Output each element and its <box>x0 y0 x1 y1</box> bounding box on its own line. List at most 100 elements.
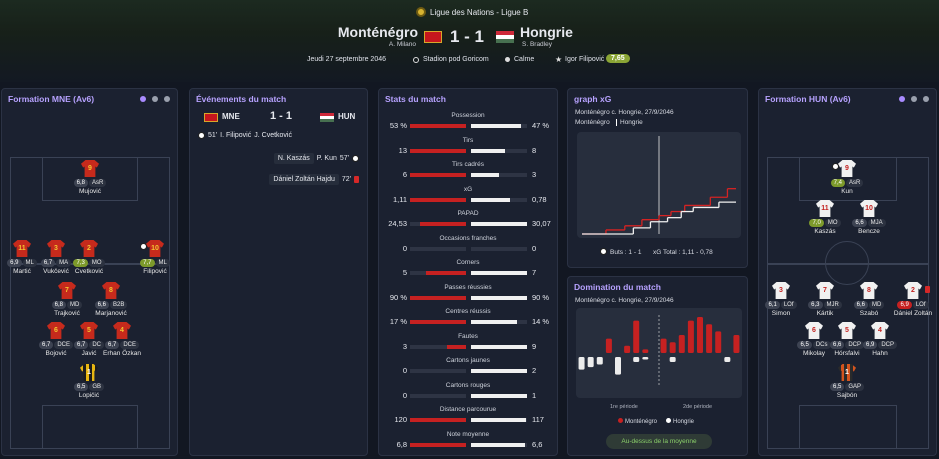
stat-track <box>471 197 527 202</box>
player-name: Bojović <box>45 350 67 357</box>
shirt: 7 <box>58 282 76 299</box>
rating: 6,6 <box>852 219 867 227</box>
stat-bar-away <box>471 344 527 349</box>
stat-track <box>471 442 527 447</box>
home-bar <box>660 338 667 353</box>
stat-track <box>471 295 527 300</box>
badges: 6,7 DCE <box>87 341 157 349</box>
average-button[interactable]: Au-dessus de la moyenne <box>606 434 712 449</box>
stat-label: Possession <box>451 112 485 119</box>
player-of-match: Igor Filipović <box>565 56 605 63</box>
stat-bar-home <box>410 197 466 202</box>
event-player: Dániel Zoltán Hajdu <box>269 174 339 185</box>
stat-track <box>471 173 527 177</box>
shirt: 3 <box>772 282 790 299</box>
stat-away: 0,78 <box>532 194 547 204</box>
event-assist: J. Cvetković <box>254 132 292 139</box>
stadium: Stadion pod Goricom <box>423 56 489 63</box>
date: Jeudi 27 septembre 2046 <box>307 56 386 63</box>
stat-home: 90 % <box>389 292 407 302</box>
stat-away: 90 % <box>532 292 550 302</box>
shirt: 1 <box>838 364 856 381</box>
home-bar <box>687 320 694 353</box>
stat-away: 6,6 <box>532 439 543 449</box>
player: 2 7,3 MO Cvetković <box>54 240 124 275</box>
player-name: Vukčević <box>43 268 69 275</box>
goal-icon <box>198 132 205 139</box>
shirt-number: 10 <box>865 205 873 212</box>
player: 7 6,3 MJR Kártik <box>790 282 860 317</box>
centre-circle <box>825 241 869 285</box>
event-player: P. Kun <box>316 155 337 162</box>
player-name: Szabó <box>859 310 879 317</box>
stat-bar-away <box>471 271 527 275</box>
badges: 6,9 DCP <box>845 341 915 349</box>
role: DCs <box>812 341 831 349</box>
stat-track <box>471 344 527 349</box>
stat-bar-away <box>471 369 527 373</box>
shirt: 5 <box>838 322 856 339</box>
stat-home: 1,11 <box>392 194 407 204</box>
player: 10 6,6 MJA Bencze <box>834 200 904 235</box>
home-bar <box>733 335 740 353</box>
rating: 6,9 <box>862 341 878 349</box>
stat-home: 0 <box>402 243 407 253</box>
shirt-number: 6 <box>812 327 816 334</box>
stat-track <box>410 173 466 177</box>
badges: 6,6 MD <box>834 301 904 309</box>
event-minute: 72' <box>341 176 351 183</box>
legend-away: Hongrie <box>616 119 643 126</box>
shirt: 10 <box>146 240 164 257</box>
home-bar <box>642 349 649 353</box>
role: MD <box>67 301 83 309</box>
role: DC <box>89 341 104 349</box>
player-name: Javić <box>81 350 97 357</box>
shirt-number: 8 <box>867 287 871 294</box>
home-bar <box>669 342 676 353</box>
event-assist: N. Kaszás <box>273 153 314 164</box>
page-dot[interactable] <box>164 96 170 102</box>
player: 3 6,7 MA Vukčević <box>21 240 91 275</box>
page-dot[interactable] <box>140 96 146 102</box>
stat-away: 2 <box>532 366 537 375</box>
stat-bar-away <box>471 173 499 177</box>
rating: 6,6 <box>94 301 109 309</box>
player: 2 6,9 LOf Dániel Zoltán <box>878 282 939 317</box>
badges: 7,3 MO <box>54 259 124 267</box>
shirt-number: 2 <box>87 245 91 252</box>
page-dot[interactable] <box>911 96 917 102</box>
subtitle: Monténégro c. Hongrie, 27/9/2046 <box>575 297 674 304</box>
shirt-number: 10 <box>151 245 159 252</box>
player: 11 7,0 MO Kaszás <box>790 200 860 235</box>
stat-away: 47 % <box>532 121 550 130</box>
home-bar <box>633 320 640 353</box>
red-card <box>925 286 930 293</box>
stat-track <box>410 393 466 398</box>
stat-home: 6,8 <box>396 439 407 449</box>
home-code: MNE <box>222 112 240 121</box>
star-icon: ★ <box>555 55 563 64</box>
competition: Ligue des Nations - Ligue B <box>430 8 529 17</box>
shirt-number: 5 <box>87 327 91 334</box>
stat-bar-home <box>410 148 466 153</box>
shirt-number: 9 <box>88 165 92 172</box>
stat-bar-home <box>410 173 466 177</box>
player-name: Mujović <box>78 188 102 195</box>
stat-track <box>410 124 466 128</box>
badges: 6,6 MJA <box>834 219 904 227</box>
player: 5 6,7 DC Javić <box>54 322 124 357</box>
stat-away: 8 <box>532 145 537 155</box>
player-name: Marjanović <box>95 310 127 317</box>
rating: 6,8 <box>73 179 88 187</box>
page-dot[interactable] <box>152 96 158 102</box>
page-dot[interactable] <box>899 96 905 102</box>
away-bar <box>578 357 585 370</box>
badges: 6,5 DCs <box>779 341 849 349</box>
event-row: Dániel Zoltán Hajdu 72' <box>269 174 359 185</box>
goals: Buts : 1 - 1 <box>610 249 642 256</box>
stat-label: Cartons rouges <box>445 381 491 389</box>
page-dot[interactable] <box>923 96 929 102</box>
player-name: Cvetković <box>74 268 104 275</box>
away-manager: S. Bradley <box>522 41 552 48</box>
